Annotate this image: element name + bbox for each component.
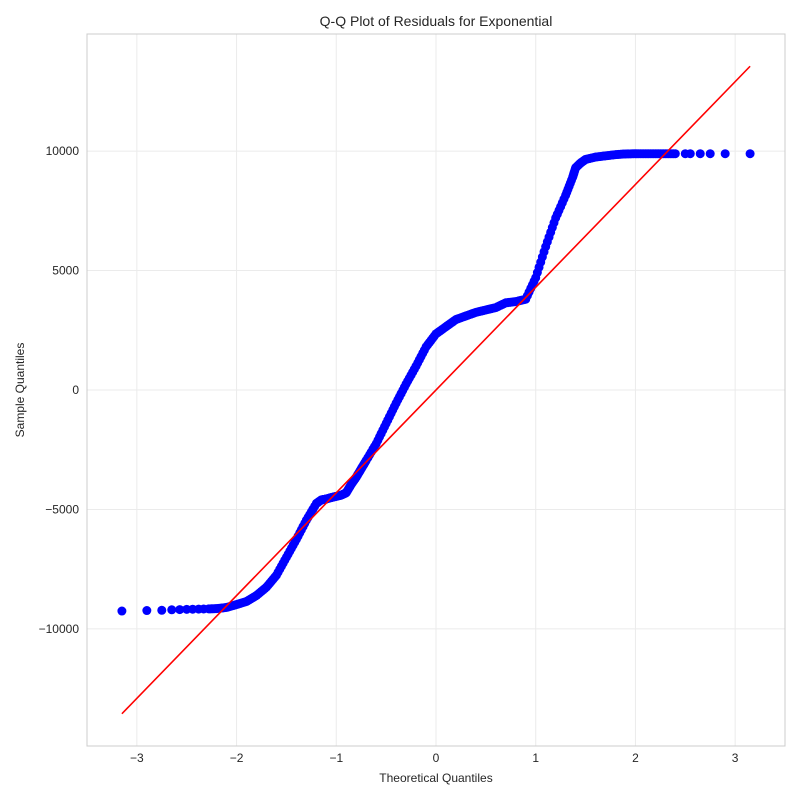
x-axis-ticks: −3 −2 −1 0 1 2 3 [130,751,739,765]
x-tick-label: −2 [230,751,244,765]
data-point [167,605,177,615]
data-point [695,149,705,159]
reference-line [121,65,751,715]
data-point [175,605,185,615]
y-axis-ticks: −10000 −5000 0 5000 10000 [39,144,80,636]
y-tick-label: −5000 [45,502,79,516]
plot-frame [86,33,786,747]
data-point [705,149,715,159]
y-tick-label: 10000 [46,144,80,158]
x-tick-label: 3 [732,751,739,765]
y-axis-label: Sample Quantiles [13,343,27,438]
x-tick-label: 2 [632,751,639,765]
y-tick-label: 0 [72,383,79,397]
y-tick-label: 5000 [52,264,79,278]
x-tick-label: −1 [329,751,343,765]
reference-line-segment [121,65,751,715]
data-point [157,605,167,615]
y-tick-label: −10000 [39,622,80,636]
chart-title: Q-Q Plot of Residuals for Exponential [320,13,553,29]
x-axis-label: Theoretical Quantiles [379,771,492,785]
data-point [142,606,152,616]
x-tick-label: 0 [433,751,440,765]
x-tick-label: 1 [532,751,539,765]
data-point [685,149,695,159]
x-tick-label: −3 [130,751,144,765]
data-point [670,149,680,159]
data-point [720,149,730,159]
data-point [117,606,127,616]
data-point [745,149,755,159]
